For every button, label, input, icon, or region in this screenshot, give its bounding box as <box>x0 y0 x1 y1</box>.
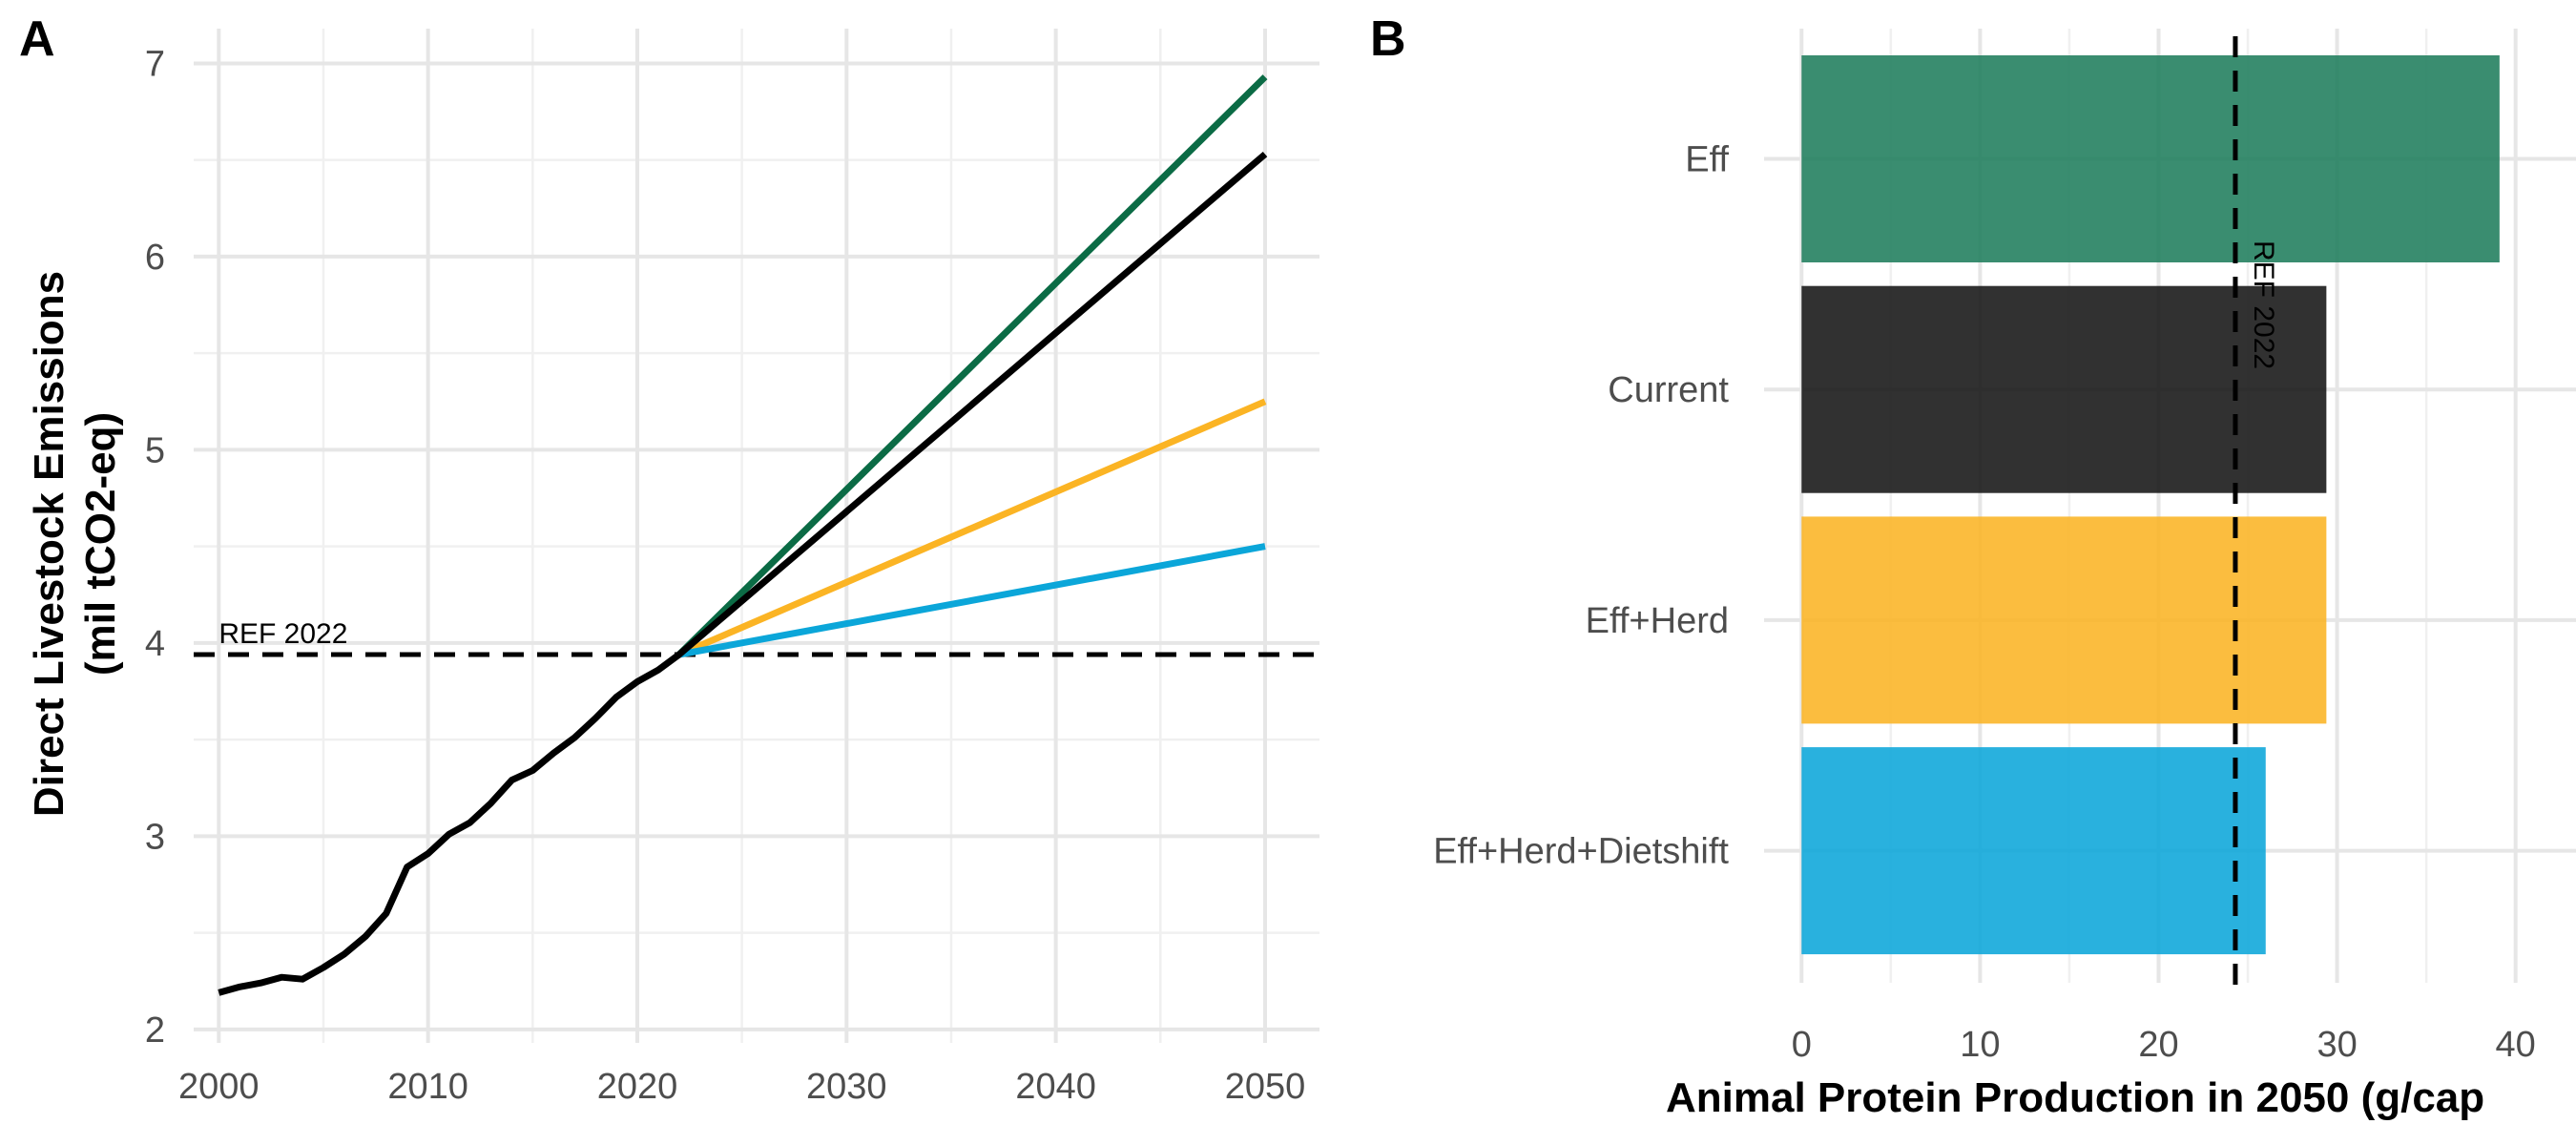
category-label: Current <box>1608 370 1729 410</box>
bar <box>1801 55 2500 262</box>
panel-a-letter: A <box>19 11 55 67</box>
bar <box>1801 747 2266 955</box>
x-tick-label: 2050 <box>1225 1067 1306 1107</box>
x-tick-label: 2020 <box>597 1067 678 1107</box>
series-line <box>218 151 1268 996</box>
panel-b-protein-chart: 0 10 20 30 40 Eff Current Eff+Herd Eff+Herd+Diet… <box>1370 11 2576 1121</box>
panel-b-ref-label: REF 2022 <box>2248 240 2279 369</box>
category-label: Eff+Herd <box>1586 601 1729 641</box>
y-tick-label: 3 <box>145 817 165 857</box>
x-tick-label: 2010 <box>387 1067 468 1107</box>
y-tick-label: 7 <box>145 44 165 84</box>
series-line <box>676 74 1268 657</box>
series-line <box>678 543 1266 658</box>
x-tick-label: 2040 <box>1015 1067 1096 1107</box>
x-tick-label: 10 <box>1960 1025 2000 1065</box>
panel-a-series <box>218 74 1268 996</box>
y-tick-label: 6 <box>145 238 165 278</box>
category-label: Eff <box>1685 140 1729 180</box>
panel-b-x-axis-title: Animal Protein Production in 2050 (g/cap <box>1666 1074 2484 1121</box>
panel-a-ref-label: REF 2022 <box>218 618 347 650</box>
panel-b-letter: B <box>1370 11 1406 67</box>
bar <box>1801 516 2327 724</box>
panel-b-bars <box>1801 55 2500 955</box>
panel-a-y-axis-title-line2: (mil tCO2-eq) <box>77 412 124 676</box>
x-tick-label: 30 <box>2316 1025 2357 1065</box>
panel-a-tick-labels: 2000 2010 2020 2030 2040 2050 2 3 4 5 6 7 <box>145 44 1305 1107</box>
panel-a-gridlines <box>194 29 1319 1043</box>
panel-b-tick-labels: 0 10 20 30 40 Eff Current Eff+Herd Eff+Herd+Diet… <box>1433 140 2536 1066</box>
bar <box>1801 285 2327 493</box>
y-tick-label: 2 <box>145 1010 165 1051</box>
x-tick-label: 2030 <box>806 1067 887 1107</box>
y-tick-label: 5 <box>145 430 165 470</box>
series-line <box>677 398 1267 658</box>
x-tick-label: 40 <box>2496 1025 2536 1065</box>
x-tick-label: 0 <box>1792 1025 1812 1065</box>
x-tick-label: 20 <box>2138 1025 2178 1065</box>
x-tick-label: 2000 <box>178 1067 260 1107</box>
category-label: Eff+Herd+Dietshift <box>1433 832 1729 872</box>
y-tick-label: 4 <box>145 624 165 664</box>
panel-a-y-axis-title-line1: Direct Livestock Emissions <box>26 271 73 817</box>
